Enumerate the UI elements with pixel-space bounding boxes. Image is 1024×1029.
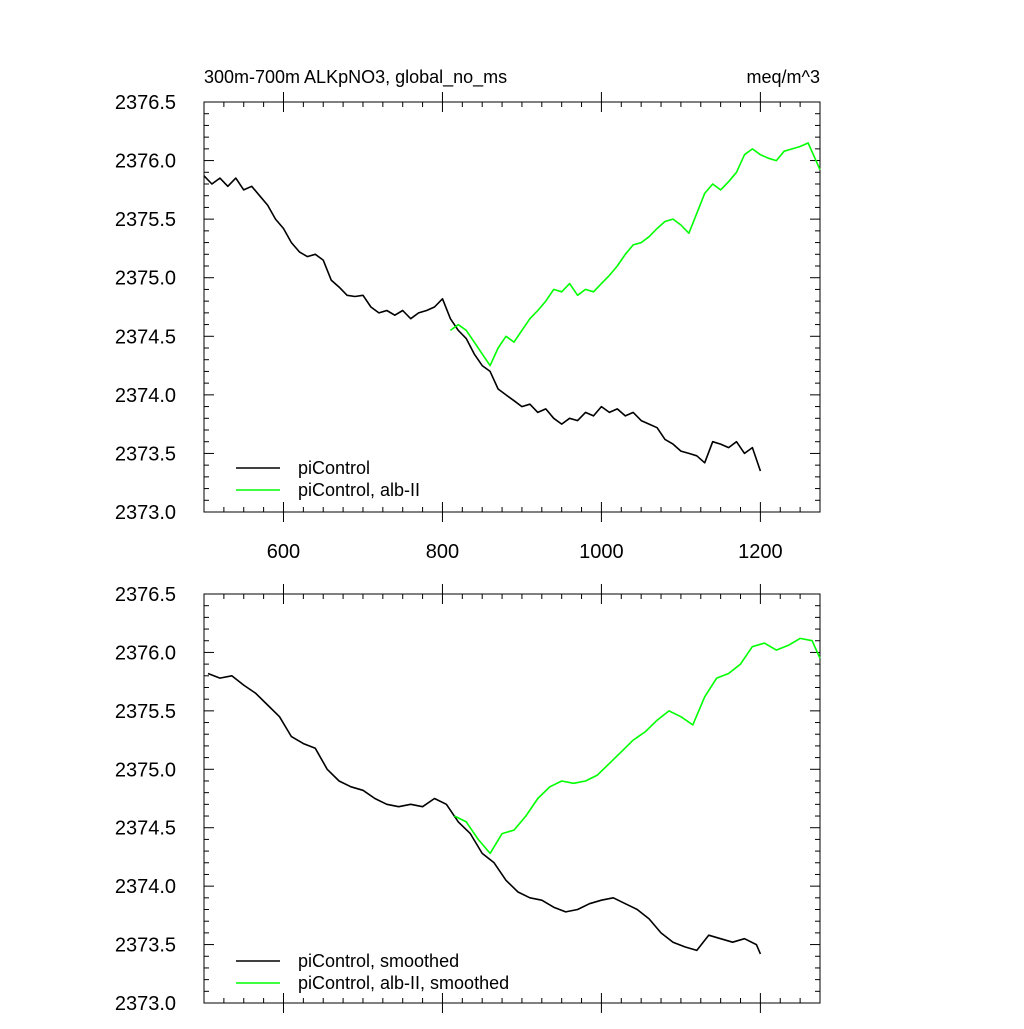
chart-title-right: meq/m^3 <box>747 67 820 87</box>
y-tick-label: 2373.5 <box>115 935 176 957</box>
x-tick-label: 800 <box>426 541 459 563</box>
x-tick-label: 1000 <box>579 541 624 563</box>
series-line-0 <box>207 672 762 955</box>
plot-frame <box>203 593 821 1004</box>
y-tick-label: 2375.0 <box>115 759 176 781</box>
series-line-0 <box>203 175 762 472</box>
y-tick-label: 2375.0 <box>115 268 176 290</box>
y-tick-label: 2373.0 <box>115 993 176 1015</box>
y-tick-label: 2374.0 <box>115 385 176 407</box>
bottom-panel: 2373.0 2373.5 2374.0 2374.5 2375.0 2375.5 2376… <box>115 584 821 1015</box>
y-tick-label: 2375.5 <box>115 209 176 231</box>
y-tick-label: 2373.5 <box>115 443 176 465</box>
y-tick-label: 2375.5 <box>115 701 176 723</box>
y-tick-label: 2376.5 <box>115 584 176 606</box>
x-tick-label: 1200 <box>738 541 783 563</box>
y-tick-label: 2374.0 <box>115 876 176 898</box>
y-tick-label: 2374.5 <box>115 326 176 348</box>
top-panel: 2373.0 2373.5 2374.0 2374.5 2375.0 2375.5 2376… <box>115 92 821 563</box>
legend-label: piControl, alb-II, smoothed <box>298 973 509 993</box>
x-tick-label: 600 <box>267 541 300 563</box>
series-line-1 <box>449 142 821 367</box>
chart-title-left: 300m-700m ALKpNO3, global_no_ms <box>204 67 507 88</box>
legend-label: piControl <box>298 458 370 478</box>
plot-frame <box>203 101 821 513</box>
y-tick-label: 2376.0 <box>115 642 176 664</box>
legend-label: piControl, alb-II <box>298 480 420 500</box>
y-tick-label: 2376.0 <box>115 151 176 173</box>
y-tick-label: 2376.5 <box>115 92 176 114</box>
y-tick-label: 2374.5 <box>115 818 176 840</box>
series-line-1 <box>454 637 821 855</box>
y-tick-label: 2373.0 <box>115 502 176 524</box>
legend-label: piControl, smoothed <box>298 951 459 971</box>
